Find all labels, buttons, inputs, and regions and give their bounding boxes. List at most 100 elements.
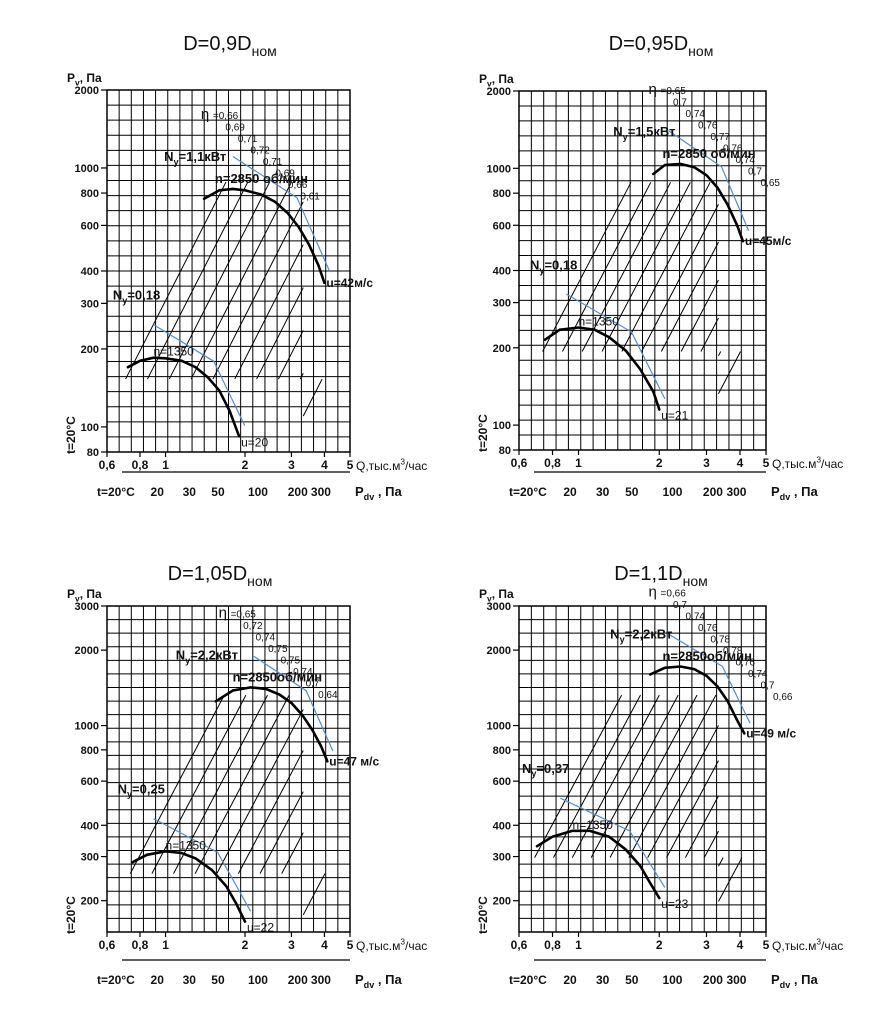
eta-value-label: 0,7 — [748, 166, 762, 177]
pdv-tick-label: 100 — [248, 485, 268, 499]
system-line — [622, 182, 710, 351]
pdv-tick-label: 50 — [625, 973, 639, 987]
pdv-tick-label: 200 — [703, 973, 723, 987]
pdv-tick-label: 50 — [625, 485, 639, 499]
x-tick-label: 3 — [288, 458, 295, 472]
y-tick-label: 2000 — [75, 645, 99, 657]
y-tick-label: 2000 — [487, 645, 511, 657]
y-tick-label: 400 — [81, 266, 99, 278]
y-tick-label: 800 — [493, 745, 511, 757]
pdv-tick-label: 30 — [596, 485, 610, 499]
eta-value-label: 0,7 — [306, 678, 320, 689]
speed-label-low: u=23 — [661, 897, 688, 911]
eta-value-label: 0,75 — [268, 644, 288, 655]
system-line — [718, 858, 723, 867]
system-line — [303, 874, 325, 915]
system-line — [667, 761, 719, 858]
pdv-temperature-label: t=20°C — [509, 485, 547, 499]
eta-value-label: 0,65 — [760, 178, 780, 189]
pdv-tick-label: 30 — [596, 973, 610, 987]
power-label-low: Nу=0,18 — [113, 288, 160, 306]
eta-value-label: =0,65 — [231, 609, 257, 620]
eta-value-label: 0,74 — [685, 109, 705, 120]
pdv-tick-label: 100 — [662, 973, 682, 987]
pdv-tick-label: 300 — [311, 973, 331, 987]
y-tick-label: 80 — [87, 447, 99, 459]
pdv-axis-label: Pdv , Па — [771, 484, 818, 502]
eta-value-label: =0,66 — [660, 589, 686, 600]
eta-value-label: 0,64 — [318, 690, 338, 701]
pdv-axis-label: Pdv , Па — [771, 972, 818, 990]
pdv-tick-label: 300 — [311, 485, 331, 499]
system-line — [195, 695, 289, 874]
x-axis-label: Q,тыс.м3/час — [356, 937, 427, 953]
eta-value-label: 0,74 — [735, 155, 755, 166]
efficiency-curve-low — [560, 798, 665, 887]
eta-value-label: 0,61 — [300, 191, 320, 202]
system-lines — [535, 695, 742, 901]
y-tick-label: 200 — [81, 344, 99, 356]
pdv-tick-label: 20 — [151, 973, 165, 987]
y-tick-label: 300 — [493, 298, 511, 310]
chart-d095: D=0,95Dном80100200300400600800100020000,… — [441, 0, 883, 520]
y-tick-label: 100 — [81, 422, 99, 434]
y-tick-label: 400 — [493, 266, 511, 278]
system-line — [718, 351, 720, 355]
eta-value-label: 0,74 — [293, 667, 313, 678]
eta-value-label: 0,72 — [250, 145, 270, 156]
x-tick-label: 1 — [575, 456, 582, 470]
x-tick-label: 1 — [162, 938, 169, 952]
x-tick-label: 0,8 — [544, 456, 561, 470]
pdv-tick-label: 100 — [248, 973, 268, 987]
eta-value-label: 0,71 — [263, 157, 283, 168]
y-tick-label: 200 — [493, 896, 511, 908]
pdv-tick-label: 30 — [183, 485, 197, 499]
pdv-tick-label: 300 — [726, 973, 746, 987]
chart-d090: D=0,9Dном80100200300400600800100020000,6… — [0, 0, 441, 520]
y-tick-label: 300 — [81, 298, 99, 310]
x-tick-label: 4 — [321, 938, 328, 952]
grid — [107, 90, 350, 452]
x-tick-label: 5 — [347, 458, 354, 472]
pdv-tick-label: 20 — [151, 485, 165, 499]
system-line — [191, 182, 291, 379]
eta-symbol: η — [219, 604, 227, 621]
y-tick-label: 80 — [499, 445, 511, 457]
x-tick-label: 5 — [763, 456, 770, 470]
pdv-tick-label: 20 — [563, 973, 577, 987]
y-tick-label: 300 — [493, 852, 511, 864]
rpm-label-1350: n=1350 — [579, 314, 620, 328]
pdv-tick-label: 300 — [726, 485, 746, 499]
system-line — [303, 379, 322, 416]
pdv-tick-label: 200 — [288, 485, 308, 499]
eta-value-label: 0,78 — [723, 646, 743, 657]
eta-value-label: 0,69 — [275, 168, 295, 179]
pdv-axis-label: Pdv , Па — [355, 972, 402, 990]
curve-1350rpm — [128, 358, 239, 437]
eta-symbol: η — [648, 81, 656, 98]
speed-label-high: u=42м/с — [326, 276, 373, 290]
y-tick-label: 800 — [81, 745, 99, 757]
y-tick-label: 600 — [81, 220, 99, 232]
chart-title: D=0,95Dном — [609, 33, 714, 59]
eta-value-label: 0,71 — [238, 134, 258, 145]
rpm-label-1350: n=1350 — [153, 345, 194, 359]
system-line — [629, 695, 716, 858]
system-line — [535, 695, 622, 858]
y-tick-label: 400 — [81, 820, 99, 832]
y-tick-label: 1000 — [487, 163, 511, 175]
pdv-tick-label: 30 — [183, 973, 197, 987]
speed-label-low: u=22 — [247, 921, 274, 935]
y-tick-label: 100 — [493, 420, 511, 432]
x-tick-label: 3 — [288, 938, 295, 952]
chart-title: D=1,1Dном — [614, 563, 708, 589]
eta-value-label: 0,74 — [256, 632, 276, 643]
temperature-label-vertical: t=20°C — [476, 414, 490, 452]
system-line — [217, 709, 303, 873]
power-label-high: Nу=2,2кВт — [610, 627, 672, 645]
eta-value-label: 0,76 — [698, 623, 718, 634]
y-tick-label: 300 — [81, 852, 99, 864]
curve-2850rpm — [650, 667, 744, 734]
system-line — [648, 725, 719, 857]
